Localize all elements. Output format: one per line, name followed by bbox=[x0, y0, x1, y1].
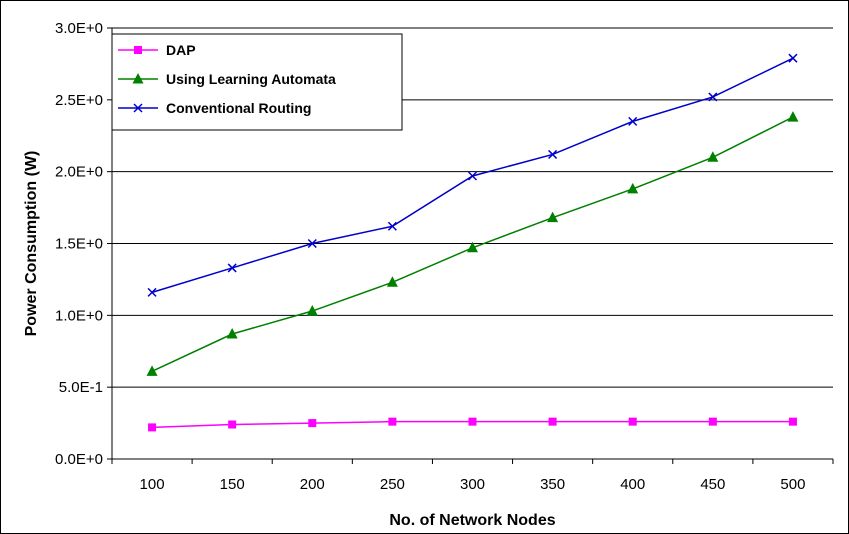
data-point bbox=[308, 419, 317, 428]
y-tick-label: 2.0E+0 bbox=[55, 164, 103, 181]
data-point bbox=[627, 182, 639, 194]
data-point bbox=[707, 151, 719, 162]
x-tick-label: 200 bbox=[300, 476, 325, 493]
data-point bbox=[388, 417, 397, 426]
x-tick-label: 100 bbox=[140, 476, 165, 493]
data-point bbox=[227, 263, 237, 273]
legend-item: Conventional Routing bbox=[118, 100, 311, 116]
data-point bbox=[306, 305, 318, 316]
y-tick-label: 1.5E+0 bbox=[55, 236, 103, 253]
data-point bbox=[147, 287, 157, 297]
data-point bbox=[468, 417, 477, 426]
data-point bbox=[628, 417, 637, 426]
y-tick-label: 3.0E+0 bbox=[55, 20, 103, 37]
legend-marker bbox=[134, 46, 142, 54]
data-point bbox=[386, 276, 398, 287]
legend-marker bbox=[133, 103, 143, 113]
data-point bbox=[467, 171, 478, 181]
y-axis-title: Power Consumption (W) bbox=[23, 151, 40, 337]
x-tick-label: 450 bbox=[700, 476, 725, 493]
x-tick-label: 400 bbox=[620, 476, 645, 493]
y-tick-label: 0.0E+0 bbox=[55, 451, 103, 468]
data-point bbox=[547, 211, 559, 223]
y-tick-label: 5.0E-1 bbox=[59, 379, 103, 396]
y-tick-labels: 0.0E+0 5.0E-1 1.0E+0 1.5E+0 2.0E+0 2.5E+0 3.0E… bbox=[55, 20, 103, 468]
legend-item: Using Learning Automata bbox=[118, 71, 336, 87]
x-tick-labels: 100 150 200 250 300 350 400 450 500 bbox=[140, 476, 806, 493]
x-tick-label: 350 bbox=[540, 476, 565, 493]
legend-marker bbox=[132, 73, 144, 84]
legend-item: DAP bbox=[118, 42, 196, 58]
data-point bbox=[467, 241, 478, 253]
x-axis-title: No. of Network Nodes bbox=[389, 512, 555, 529]
x-tick-label: 150 bbox=[220, 476, 245, 493]
data-point bbox=[708, 417, 717, 426]
series-1 bbox=[146, 111, 799, 376]
data-point bbox=[226, 328, 238, 339]
data-point bbox=[148, 423, 157, 432]
x-tick-label: 300 bbox=[460, 476, 485, 493]
data-point bbox=[788, 53, 798, 63]
legend-label: DAP bbox=[166, 42, 196, 58]
legend-label: Conventional Routing bbox=[166, 100, 311, 116]
series-group bbox=[146, 53, 799, 432]
series-0 bbox=[148, 417, 797, 432]
x-tick-label: 250 bbox=[380, 476, 405, 493]
legend: DAP Using Learning Automata Conventional R… bbox=[111, 33, 403, 131]
x-tick-label: 500 bbox=[780, 476, 805, 493]
data-point bbox=[788, 417, 797, 426]
data-point bbox=[708, 92, 718, 102]
data-point bbox=[787, 111, 799, 122]
data-point bbox=[307, 238, 317, 249]
data-point bbox=[146, 365, 158, 376]
data-point bbox=[548, 149, 558, 159]
data-point bbox=[628, 116, 638, 126]
data-point bbox=[228, 420, 237, 429]
series-2 bbox=[147, 53, 798, 297]
legend-box bbox=[111, 33, 403, 131]
data-point bbox=[387, 221, 397, 231]
y-tick-label: 2.5E+0 bbox=[55, 92, 103, 109]
y-tick-label: 1.0E+0 bbox=[55, 307, 103, 324]
data-point bbox=[548, 417, 557, 426]
legend-label: Using Learning Automata bbox=[166, 71, 336, 87]
